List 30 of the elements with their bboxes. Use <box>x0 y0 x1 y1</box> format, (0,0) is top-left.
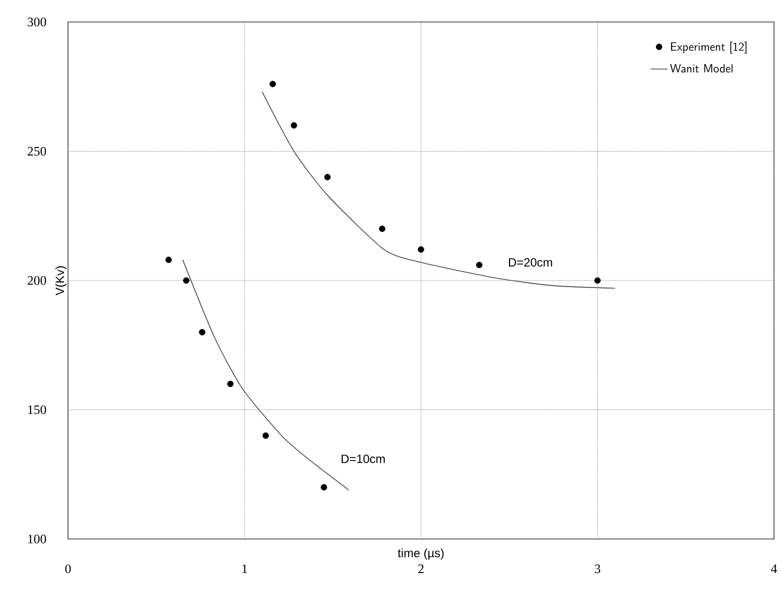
point <box>320 484 328 490</box>
point <box>262 432 269 439</box>
point <box>183 277 190 284</box>
annotation: D=10cm <box>342 454 385 464</box>
legend-label: Wanit Model <box>670 64 733 73</box>
point <box>290 122 298 129</box>
y-axis-title: V(Kv) <box>55 266 66 296</box>
point <box>476 262 482 268</box>
point <box>227 380 234 388</box>
x-tick-label: 3 <box>594 564 600 574</box>
point <box>418 246 424 253</box>
y-tick-label: 200 <box>28 276 46 285</box>
point <box>324 174 331 180</box>
point <box>198 329 206 336</box>
point <box>594 277 601 284</box>
x-tick-label: 2 <box>418 564 424 574</box>
y-tick-label: 300 <box>28 18 46 26</box>
x-tick-label: 1 <box>242 564 247 573</box>
point <box>270 80 276 88</box>
x-tick-label: 0 <box>65 564 71 574</box>
y-tick-label: 250 <box>28 146 46 156</box>
x-axis-title: time (µs) <box>398 548 444 560</box>
y-tick-label: 100 <box>28 534 46 544</box>
line-series <box>262 91 616 289</box>
point <box>378 226 386 232</box>
legend-label: Experiment [12] <box>671 42 746 54</box>
y-tick-label: 150 <box>28 405 46 414</box>
x-tick-label: 4 <box>771 564 778 573</box>
annotation: D=20cm <box>508 258 552 267</box>
point <box>165 256 172 264</box>
